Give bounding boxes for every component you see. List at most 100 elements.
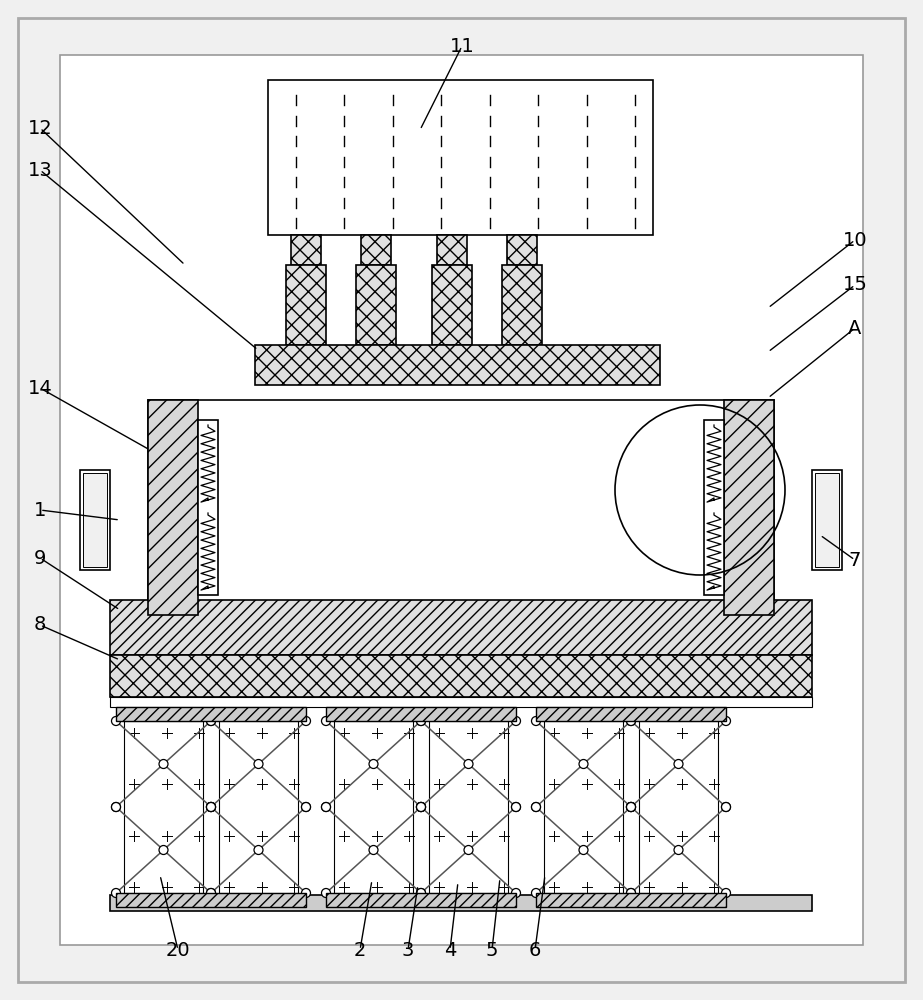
Bar	[286, 265, 326, 345]
Circle shape	[321, 802, 330, 812]
Text: 9: 9	[34, 548, 46, 568]
Bar	[326, 893, 516, 907]
Circle shape	[511, 888, 521, 898]
Bar	[148, 400, 774, 615]
Circle shape	[627, 802, 636, 812]
Bar	[429, 721, 508, 893]
Text: 3: 3	[402, 940, 414, 960]
Bar	[356, 265, 396, 345]
Circle shape	[207, 802, 215, 812]
Bar	[80, 470, 110, 570]
Circle shape	[532, 802, 541, 812]
Circle shape	[159, 760, 168, 768]
Text: 8: 8	[34, 615, 46, 635]
Circle shape	[674, 760, 683, 768]
Circle shape	[722, 716, 730, 726]
Circle shape	[416, 716, 426, 726]
Circle shape	[627, 716, 636, 726]
Circle shape	[532, 888, 541, 898]
Circle shape	[511, 802, 521, 812]
Bar	[110, 895, 812, 911]
Text: 12: 12	[28, 118, 53, 137]
Circle shape	[579, 760, 588, 768]
Bar	[334, 721, 413, 893]
Circle shape	[369, 760, 378, 768]
Circle shape	[254, 760, 263, 768]
Circle shape	[302, 802, 310, 812]
Text: 20: 20	[166, 940, 190, 960]
Bar	[326, 707, 516, 721]
Circle shape	[159, 846, 168, 854]
Circle shape	[416, 888, 426, 898]
Circle shape	[321, 888, 330, 898]
Circle shape	[207, 716, 215, 726]
Text: A: A	[848, 318, 862, 338]
Text: 7: 7	[849, 550, 861, 570]
Circle shape	[722, 802, 730, 812]
Text: 14: 14	[28, 378, 53, 397]
Circle shape	[321, 716, 330, 726]
Circle shape	[416, 802, 426, 812]
Bar	[110, 697, 812, 707]
Circle shape	[207, 802, 215, 812]
Circle shape	[416, 888, 426, 898]
Circle shape	[722, 802, 730, 812]
Bar	[536, 707, 726, 721]
Circle shape	[416, 802, 426, 812]
Circle shape	[674, 846, 683, 854]
Circle shape	[579, 846, 588, 854]
Bar	[83, 473, 107, 567]
Bar	[361, 235, 391, 265]
Circle shape	[627, 802, 636, 812]
Bar	[198, 420, 218, 595]
Circle shape	[302, 716, 310, 726]
Bar	[124, 721, 203, 893]
Bar	[268, 80, 653, 235]
Bar	[507, 235, 537, 265]
Circle shape	[302, 802, 310, 812]
Bar	[110, 655, 812, 697]
Bar	[704, 420, 724, 595]
Circle shape	[464, 760, 473, 768]
Bar	[60, 55, 863, 945]
Circle shape	[112, 888, 121, 898]
Circle shape	[416, 802, 426, 812]
Bar	[724, 400, 774, 615]
Text: 2: 2	[354, 940, 366, 960]
Circle shape	[511, 716, 521, 726]
Circle shape	[112, 802, 121, 812]
Circle shape	[321, 802, 330, 812]
Circle shape	[722, 888, 730, 898]
Bar	[291, 235, 321, 265]
Circle shape	[627, 888, 636, 898]
Bar	[116, 707, 306, 721]
Circle shape	[532, 802, 541, 812]
Text: 1: 1	[34, 500, 46, 520]
Circle shape	[207, 888, 215, 898]
Bar	[639, 721, 718, 893]
Circle shape	[511, 802, 521, 812]
Circle shape	[207, 802, 215, 812]
Text: 15: 15	[843, 275, 868, 294]
Circle shape	[532, 716, 541, 726]
Circle shape	[112, 716, 121, 726]
Circle shape	[207, 888, 215, 898]
Circle shape	[627, 802, 636, 812]
Text: 4: 4	[444, 940, 456, 960]
Text: 5: 5	[485, 940, 498, 960]
Bar	[432, 265, 472, 345]
Circle shape	[369, 846, 378, 854]
Bar	[255, 345, 660, 385]
Text: 10: 10	[843, 231, 868, 249]
Bar	[544, 721, 623, 893]
Bar	[116, 893, 306, 907]
Circle shape	[416, 716, 426, 726]
Circle shape	[627, 716, 636, 726]
Text: 11: 11	[450, 36, 474, 55]
Circle shape	[207, 716, 215, 726]
Circle shape	[254, 846, 263, 854]
Circle shape	[112, 802, 121, 812]
Bar	[815, 473, 839, 567]
Bar	[502, 265, 542, 345]
Circle shape	[627, 802, 636, 812]
